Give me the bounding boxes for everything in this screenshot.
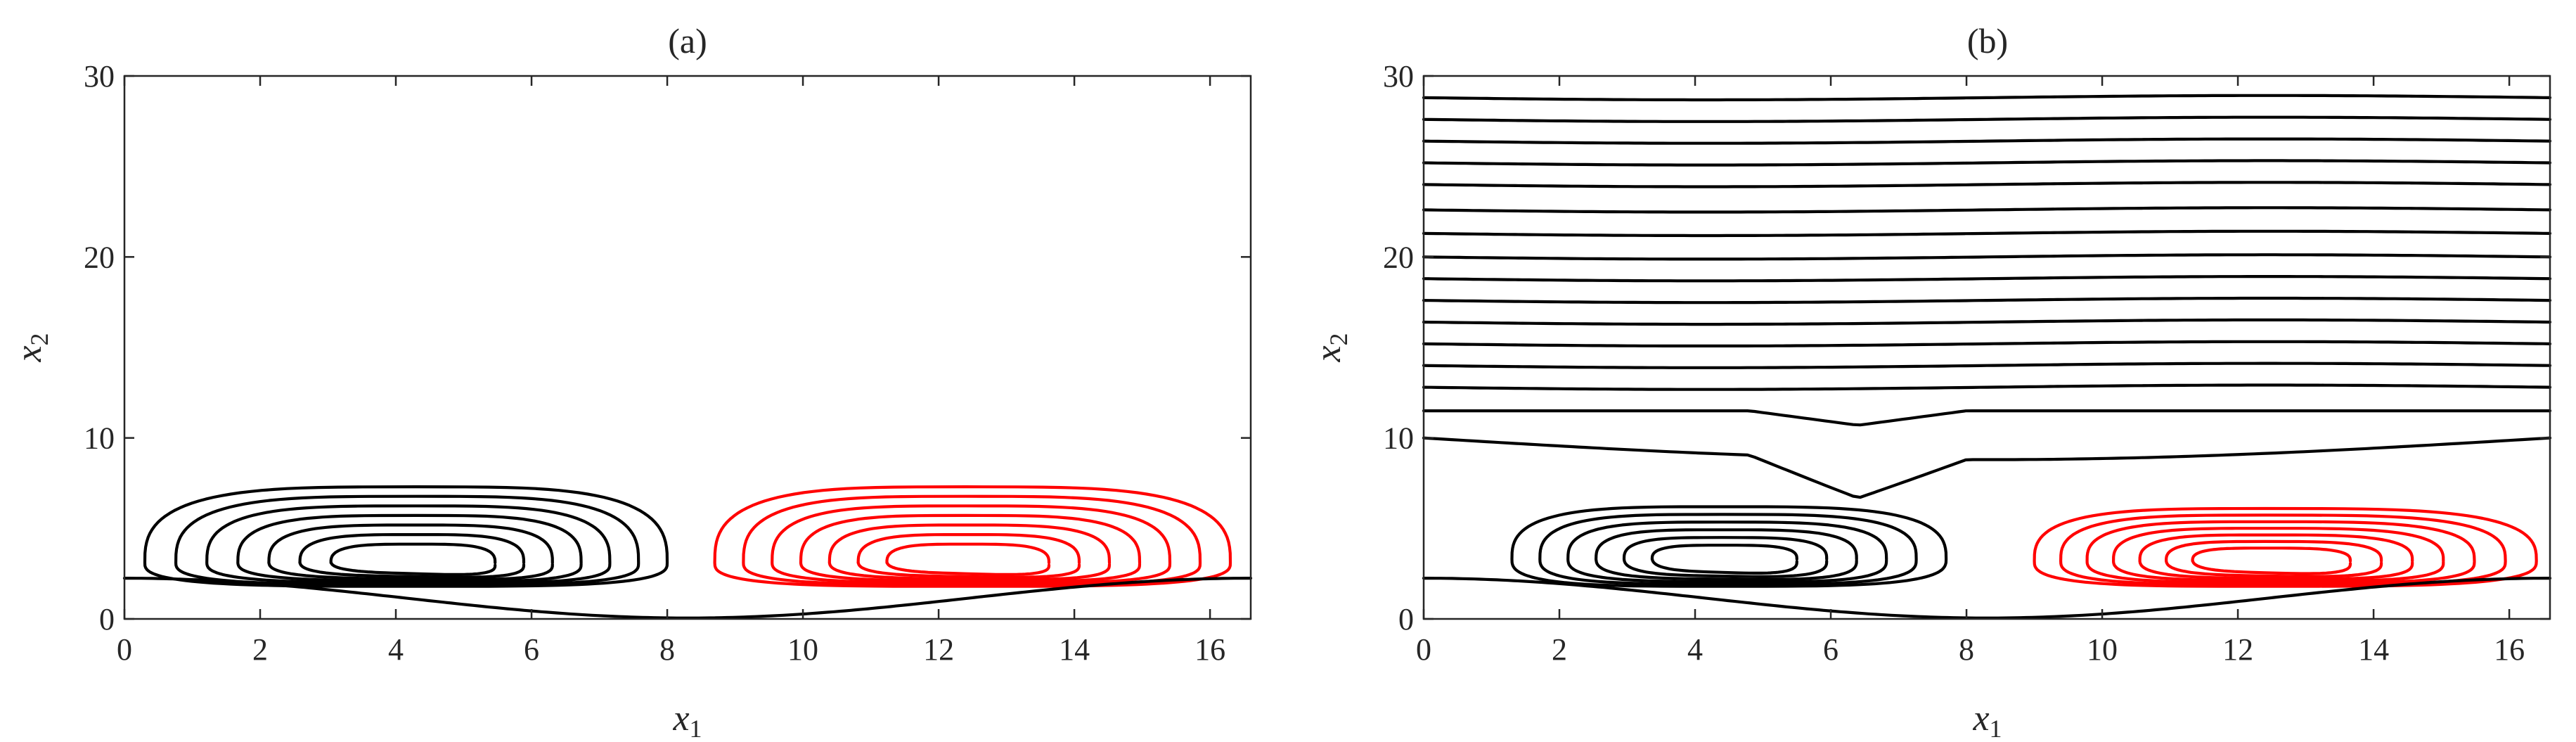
positive-vortex-contour xyxy=(267,523,554,582)
x-tick-label: 10 xyxy=(787,632,818,667)
negative-vortex-contour xyxy=(2033,506,2538,588)
panel-b-ticks: 0 2 4 6 8 10 12 14 16 0 10 20 30 xyxy=(1383,59,2550,667)
panel-a-axes-frame xyxy=(123,75,1252,620)
x-tick-label: 2 xyxy=(252,632,268,667)
freestream-contour xyxy=(1422,229,2552,238)
x-tick-label: 4 xyxy=(388,632,404,667)
y-tick-label: 20 xyxy=(84,240,115,274)
x-tick-label: 0 xyxy=(1416,632,1431,667)
x-tick-label: 2 xyxy=(1552,632,1567,667)
panel-a-title: (a) xyxy=(668,21,707,60)
x-tick-label: 12 xyxy=(923,632,954,667)
positive-vortex-contour xyxy=(1650,544,1798,575)
freestream-contour xyxy=(1422,340,2552,347)
freestream-contour xyxy=(1422,115,2552,123)
x-tick-label: 8 xyxy=(1959,632,1974,667)
x-tick-label: 0 xyxy=(117,632,132,667)
freestream-contour xyxy=(1422,436,2552,499)
y-tick-label: 10 xyxy=(84,421,115,456)
x-tick-label: 6 xyxy=(524,632,539,667)
panel-a-contours xyxy=(122,485,1253,620)
positive-vortex-contour xyxy=(205,504,612,585)
negative-vortex-contour xyxy=(713,485,1232,588)
positive-vortex-contour xyxy=(1510,505,1948,588)
positive-vortex-contour xyxy=(1595,528,1858,582)
panel-b-title: (b) xyxy=(1967,21,2008,60)
freestream-contour xyxy=(1422,253,2552,261)
x-tick-label: 8 xyxy=(659,632,675,667)
freestream-contour xyxy=(1422,181,2552,188)
x-tick-label: 16 xyxy=(2494,632,2525,667)
svg-text:x2: x2 xyxy=(1308,333,1353,362)
y-tick-label: 0 xyxy=(99,602,115,637)
positive-vortex-contour xyxy=(143,485,669,588)
freestream-contour xyxy=(1422,409,2552,427)
negative-vortex-contour xyxy=(2112,527,2445,583)
freestream-contour xyxy=(1422,362,2552,369)
x-tick-label: 14 xyxy=(2358,632,2389,667)
negative-vortex-contour xyxy=(2085,520,2476,584)
freestream-contour xyxy=(1422,137,2552,145)
x-tick-label: 6 xyxy=(1823,632,1838,667)
negative-vortex-contour xyxy=(799,513,1142,583)
panel-b-ylabel: x2 xyxy=(1308,333,1353,362)
wall-contour xyxy=(1422,576,2552,620)
positive-vortex-contour xyxy=(1566,520,1888,584)
freestream-contour xyxy=(1422,159,2552,167)
positive-vortex-contour xyxy=(1622,536,1829,579)
negative-vortex-contour xyxy=(2165,539,2383,578)
freestream-contour xyxy=(1422,275,2552,283)
panel-b-contours xyxy=(1422,94,2552,620)
freestream-contour xyxy=(1422,94,2552,102)
freestream-contour xyxy=(1422,296,2552,305)
x-tick-label: 4 xyxy=(1687,632,1703,667)
y-tick-label: 0 xyxy=(1398,602,1414,637)
svg-text:x2: x2 xyxy=(9,333,53,362)
positive-vortex-contour xyxy=(236,513,583,583)
freestream-contour xyxy=(1422,206,2552,214)
x-tick-label: 14 xyxy=(1059,632,1090,667)
negative-vortex-contour xyxy=(885,542,1051,577)
freestream-contour xyxy=(1422,383,2552,391)
positive-vortex-contour xyxy=(174,494,640,587)
negative-vortex-contour xyxy=(827,523,1112,582)
x-tick-label: 16 xyxy=(1194,632,1225,667)
negative-vortex-contour xyxy=(856,532,1081,579)
x-tick-label: 10 xyxy=(2087,632,2118,667)
freestream-contour xyxy=(1422,318,2552,326)
panel-a-ticks: 0 2 4 6 8 10 12 14 16 0 10 20 30 xyxy=(84,59,1251,667)
panel-b: (b) 0 2 4 6 8 10 12 14 16 0 10 20 30 x1 x2 xyxy=(1308,21,2552,742)
panel-a-xlabel: x1 xyxy=(672,698,702,742)
y-tick-label: 20 xyxy=(1383,240,1414,274)
positive-vortex-contour xyxy=(1538,513,1918,586)
negative-vortex-contour xyxy=(2138,533,2414,581)
positive-vortex-contour xyxy=(298,532,526,579)
positive-vortex-contour xyxy=(329,542,497,577)
panel-b-axes-frame xyxy=(1422,75,2551,620)
panel-a: (a) 0 2 4 6 8 10 12 14 16 0 10 20 30 x1 x2 xyxy=(9,21,1253,742)
panel-b-xlabel: x1 xyxy=(1972,698,2002,742)
negative-vortex-contour xyxy=(2191,546,2352,575)
y-tick-label: 30 xyxy=(1383,59,1414,94)
y-tick-label: 30 xyxy=(84,59,115,94)
panel-a-ylabel: x2 xyxy=(9,333,53,362)
wall-contour xyxy=(122,576,1253,620)
y-tick-label: 10 xyxy=(1383,421,1414,456)
negative-vortex-contour xyxy=(771,504,1172,585)
x-tick-label: 12 xyxy=(2222,632,2253,667)
